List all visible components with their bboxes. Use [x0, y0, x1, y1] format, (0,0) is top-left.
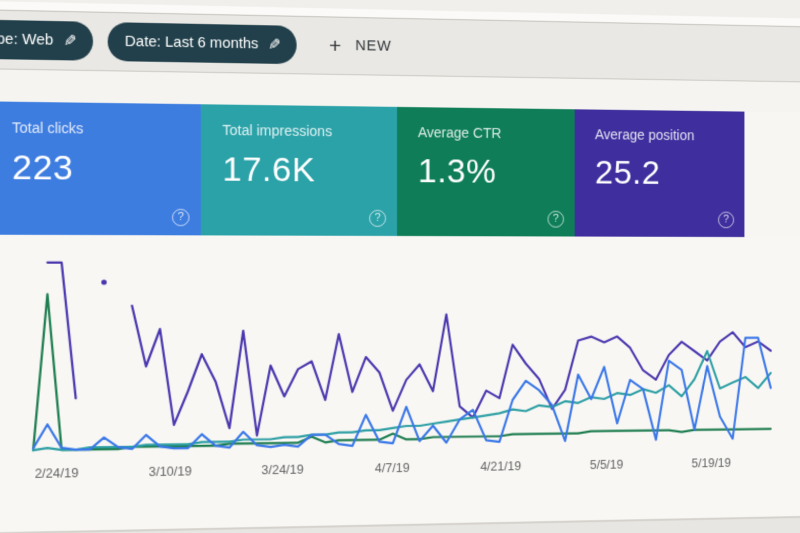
card-average-ctr[interactable]: Average CTR 1.3% ? [397, 106, 575, 237]
card-average-position[interactable]: Average position 25.2 ? [574, 109, 745, 238]
chip-date-range-label: Date: Last 6 months [124, 33, 259, 53]
metric-value: 223 [12, 148, 74, 188]
metrics-row: Total clicks 223 ? Total impressions 17.… [0, 101, 800, 238]
pencil-icon[interactable]: ✎ [268, 35, 282, 54]
pencil-icon[interactable]: ✎ [63, 32, 77, 50]
performance-chart-canvas[interactable] [33, 249, 771, 461]
help-icon[interactable]: ? [718, 211, 735, 229]
chart-point-impressions [101, 279, 107, 285]
chip-search-type[interactable]: type: Web ✎ [0, 18, 93, 61]
performance-chart-panel: 2/24/19 3/10/19 3/24/19 4/7/19 4/21/19 5… [0, 234, 800, 533]
metric-label: Total impressions [222, 121, 333, 140]
chart-line-impressions [132, 304, 771, 437]
metric-value: 1.3% [417, 152, 497, 191]
help-icon[interactable]: ? [369, 209, 387, 227]
help-icon[interactable]: ? [547, 210, 565, 228]
x-axis-label: 5/19/19 [691, 456, 732, 471]
help-icon[interactable]: ? [171, 208, 190, 227]
x-axis-label: 2/24/19 [34, 465, 79, 482]
new-filter-button[interactable]: + NEW [328, 34, 392, 58]
new-filter-button-label: NEW [355, 38, 392, 55]
card-total-impressions[interactable]: Total impressions 17.6K ? [200, 104, 398, 236]
x-axis-label: 4/21/19 [480, 459, 522, 474]
plus-icon: + [328, 34, 342, 58]
chip-date-range[interactable]: Date: Last 6 months ✎ [107, 22, 297, 65]
chip-search-type-label: type: Web [0, 31, 54, 49]
x-axis-label: 4/7/19 [374, 460, 410, 476]
chart-line-ctr [33, 351, 771, 451]
metric-label: Average CTR [417, 124, 502, 142]
metric-value: 25.2 [594, 153, 661, 192]
x-axis-label: 3/24/19 [261, 462, 304, 478]
metric-label: Total clicks [12, 119, 84, 137]
metric-value: 17.6K [222, 150, 316, 190]
metric-label: Average position [594, 126, 695, 144]
x-axis-label: 3/10/19 [148, 464, 192, 480]
card-total-clicks[interactable]: Total clicks 223 ? [0, 101, 201, 236]
x-axis-label: 5/5/19 [589, 457, 624, 472]
